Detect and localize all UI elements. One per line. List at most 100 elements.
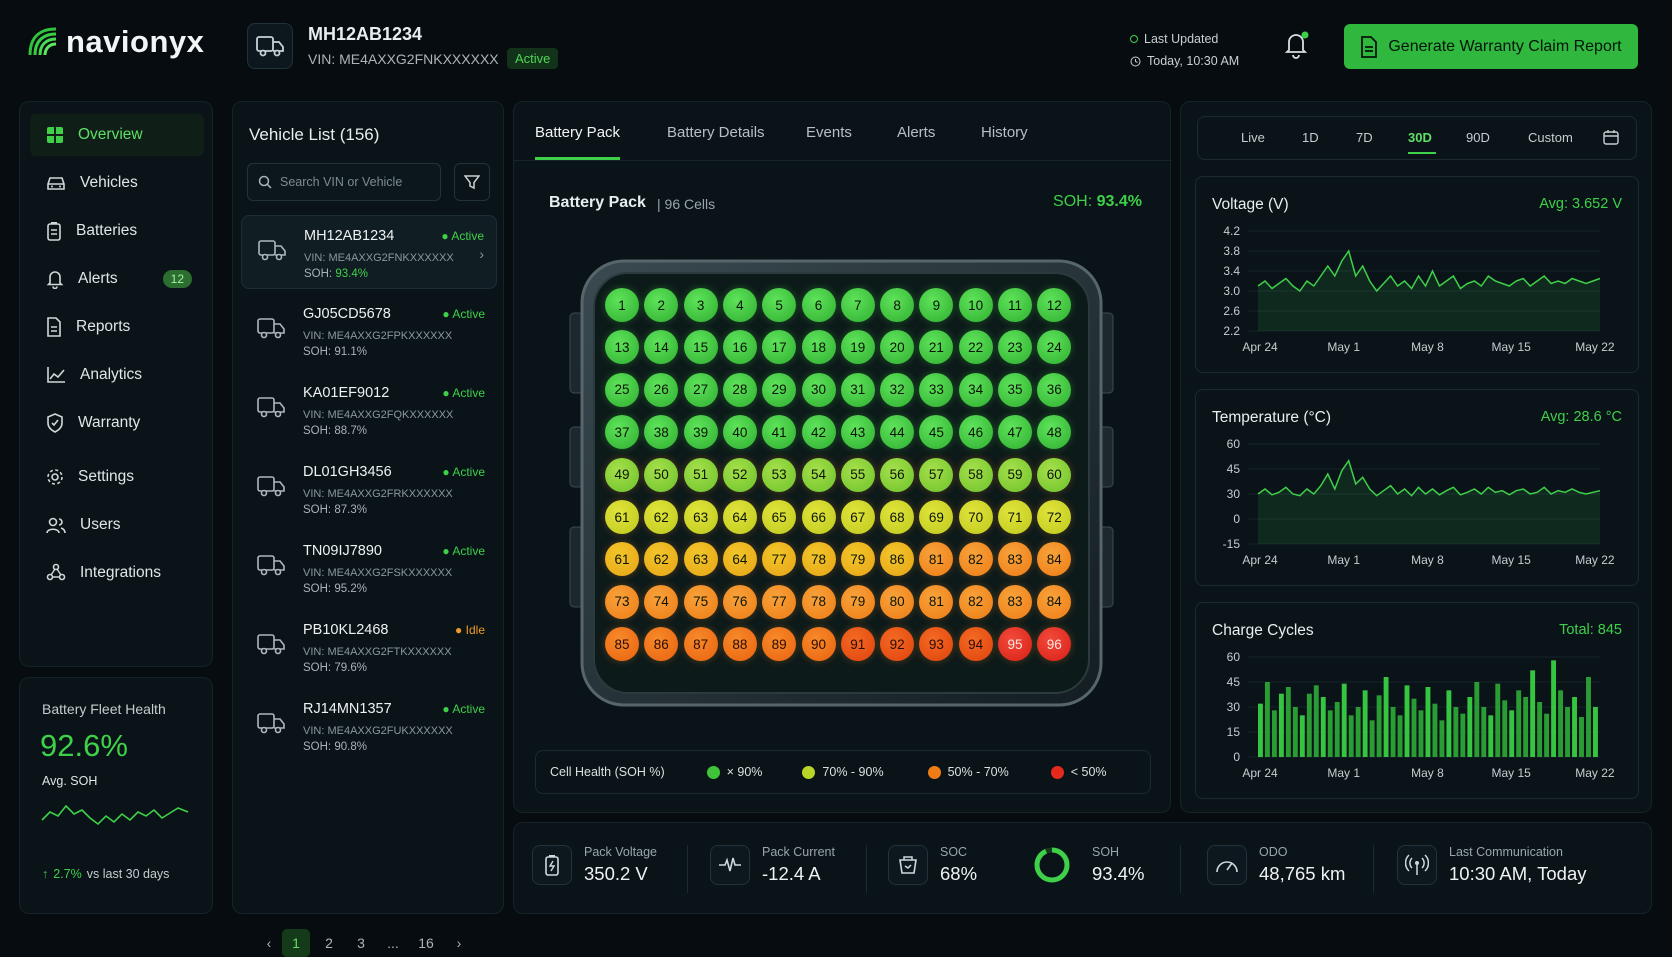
battery-cell[interactable]: 66 — [801, 500, 836, 534]
battery-cell[interactable]: 6 — [801, 288, 836, 322]
battery-cell[interactable]: 49 — [605, 457, 639, 492]
battery-cell[interactable]: 63 — [683, 542, 718, 577]
battery-cell[interactable]: 36 — [1037, 372, 1072, 407]
vehicle-list-item[interactable]: GJ05CD5678 ● Active VIN: ME4AXXG2FPKXXXXXX… — [241, 294, 497, 368]
battery-cell[interactable]: 13 — [605, 330, 639, 365]
sidebar-item-overview[interactable]: Overview — [30, 114, 204, 156]
sidebar-item-reports[interactable]: Reports — [30, 306, 204, 348]
battery-cell[interactable]: 62 — [644, 542, 679, 577]
battery-cell[interactable]: 64 — [722, 542, 757, 577]
battery-cell[interactable]: 85 — [605, 627, 639, 662]
battery-cell[interactable]: 17 — [762, 330, 797, 365]
tab-battery-details[interactable]: Battery Details — [667, 124, 765, 141]
pagination-next[interactable]: › — [456, 935, 462, 951]
battery-cell[interactable]: 19 — [840, 330, 875, 365]
battery-cell[interactable]: 81 — [919, 542, 954, 577]
vehicle-list-item[interactable]: PB10KL2468 ● Idle VIN: ME4AXXG2FTKXXXXXX SO… — [241, 610, 497, 684]
battery-cell[interactable]: 32 — [880, 372, 915, 407]
battery-cell[interactable]: 78 — [801, 542, 836, 577]
battery-cell[interactable]: 41 — [762, 415, 797, 450]
pagination-page[interactable]: 16 — [418, 935, 434, 951]
battery-cell[interactable]: 34 — [958, 372, 993, 407]
vehicle-list-item[interactable]: DL01GH3456 ● Active VIN: ME4AXXG2FRKXXXXXX… — [241, 452, 497, 526]
battery-cell[interactable]: 39 — [683, 415, 718, 450]
sidebar-item-vehicles[interactable]: Vehicles — [30, 162, 204, 204]
battery-cell[interactable]: 95 — [998, 627, 1032, 662]
battery-cell[interactable]: 9 — [919, 288, 954, 322]
battery-cell[interactable]: 51 — [683, 457, 718, 492]
pagination-page[interactable]: 3 — [357, 935, 365, 951]
battery-cell[interactable]: 43 — [840, 415, 875, 450]
battery-cell[interactable]: 89 — [762, 627, 797, 662]
vehicle-list-item[interactable]: TN09IJ7890 ● Active VIN: ME4AXXG2FSKXXXXXX… — [241, 531, 497, 605]
pagination-prev[interactable]: ‹ — [266, 935, 272, 951]
sidebar-item-users[interactable]: Users — [30, 504, 204, 546]
battery-cell[interactable]: 76 — [722, 584, 757, 619]
range-1d[interactable]: 1D — [1302, 130, 1319, 145]
battery-cell[interactable]: 68 — [880, 500, 915, 534]
battery-cell[interactable]: 45 — [919, 415, 954, 450]
calendar-icon[interactable] — [1603, 129, 1619, 145]
battery-cell[interactable]: 78 — [801, 584, 836, 619]
battery-cell[interactable]: 26 — [644, 372, 679, 407]
battery-cell[interactable]: 79 — [840, 584, 875, 619]
range-live[interactable]: Live — [1241, 130, 1265, 145]
battery-cell[interactable]: 90 — [801, 627, 836, 662]
sidebar-item-warranty[interactable]: Warranty — [30, 402, 204, 444]
battery-cell[interactable]: 73 — [605, 584, 639, 619]
battery-cell[interactable]: 77 — [762, 584, 797, 619]
battery-cell[interactable]: 40 — [722, 415, 757, 450]
battery-cell[interactable]: 37 — [605, 415, 639, 450]
battery-cell[interactable]: 15 — [683, 330, 718, 365]
tab-battery-pack[interactable]: Battery Pack — [535, 124, 621, 141]
sidebar-item-batteries[interactable]: Batteries — [30, 210, 204, 252]
battery-cell[interactable]: 86 — [880, 542, 915, 577]
battery-cell[interactable]: 80 — [880, 584, 915, 619]
battery-cell[interactable]: 56 — [880, 457, 915, 492]
battery-cell[interactable]: 81 — [919, 584, 954, 619]
battery-cell[interactable]: 84 — [1037, 542, 1072, 577]
notifications-bell-icon[interactable] — [1283, 31, 1309, 59]
brand-logo[interactable]: navionyx — [26, 24, 204, 60]
battery-cell[interactable]: 94 — [958, 627, 993, 662]
battery-cell[interactable]: 30 — [801, 372, 836, 407]
battery-cell[interactable]: 64 — [722, 500, 757, 534]
filter-button[interactable] — [454, 163, 490, 201]
range-7d[interactable]: 7D — [1356, 130, 1373, 145]
battery-cell[interactable]: 72 — [1037, 500, 1072, 534]
battery-cell[interactable]: 71 — [998, 500, 1032, 534]
battery-cell[interactable]: 10 — [958, 288, 993, 322]
battery-cell[interactable]: 82 — [958, 542, 993, 577]
battery-cell[interactable]: 29 — [762, 372, 797, 407]
battery-cell[interactable]: 16 — [722, 330, 757, 365]
battery-cell[interactable]: 88 — [722, 627, 757, 662]
battery-cell[interactable]: 83 — [998, 542, 1032, 577]
battery-cell[interactable]: 7 — [840, 288, 875, 322]
battery-cell[interactable]: 8 — [880, 288, 915, 322]
sidebar-item-integrations[interactable]: Integrations — [30, 552, 204, 594]
battery-cell[interactable]: 27 — [683, 372, 718, 407]
battery-cell[interactable]: 59 — [998, 457, 1032, 492]
vehicle-list-item[interactable]: RJ14MN1357 ● Active VIN: ME4AXXG2FUKXXXXXX… — [241, 689, 497, 763]
pagination-page[interactable]: 1 — [282, 929, 310, 957]
battery-cell[interactable]: 35 — [998, 372, 1032, 407]
tab-events[interactable]: Events — [806, 124, 852, 141]
battery-cell[interactable]: 53 — [762, 457, 797, 492]
battery-cell[interactable]: 14 — [644, 330, 679, 365]
battery-cell[interactable]: 86 — [644, 627, 679, 662]
sidebar-item-analytics[interactable]: Analytics — [30, 354, 204, 396]
battery-cell[interactable]: 77 — [762, 542, 797, 577]
battery-cell[interactable]: 47 — [998, 415, 1032, 450]
battery-cell[interactable]: 93 — [919, 627, 954, 662]
battery-cell[interactable]: 48 — [1037, 415, 1072, 450]
battery-cell[interactable]: 83 — [998, 584, 1032, 619]
battery-cell[interactable]: 75 — [683, 584, 718, 619]
battery-cell[interactable]: 11 — [998, 288, 1032, 322]
battery-cell[interactable]: 63 — [683, 500, 718, 534]
battery-cell[interactable]: 50 — [644, 457, 679, 492]
tab-alerts[interactable]: Alerts — [897, 124, 936, 141]
battery-cell[interactable]: 82 — [958, 584, 993, 619]
battery-cell[interactable]: 84 — [1037, 584, 1072, 619]
battery-cell[interactable]: 1 — [605, 288, 639, 322]
battery-cell[interactable]: 24 — [1037, 330, 1072, 365]
